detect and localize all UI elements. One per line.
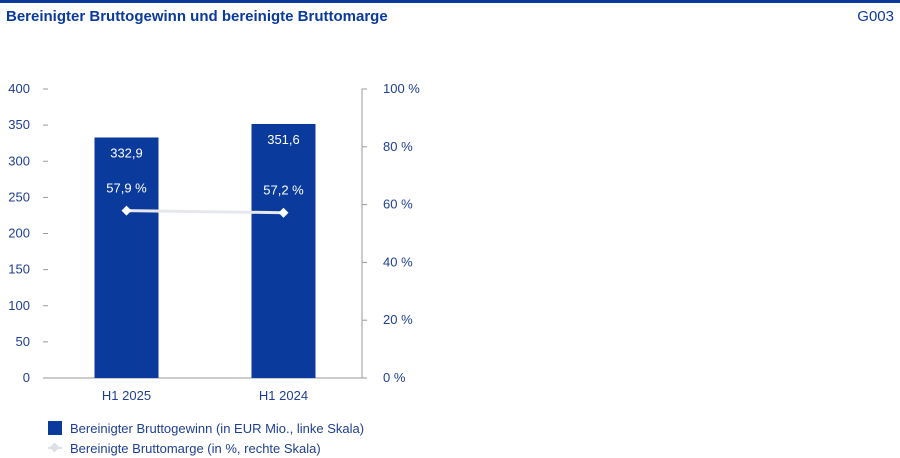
bar-value-label: 351,6 <box>267 132 300 147</box>
left-tick-label: 0 <box>23 370 30 385</box>
right-tick-label: 60 % <box>383 197 413 212</box>
right-tick-label: 80 % <box>383 139 413 154</box>
margin-value-label: 57,2 % <box>263 183 304 198</box>
chart-svg: 0 50 100 150 200 250 300 350 400 0 % 20 % 40 % 60 % 8… <box>8 81 420 403</box>
right-tick-label: 100 % <box>383 81 420 96</box>
left-tick-label: 400 <box>8 81 30 96</box>
legend-item-bar: Bereinigter Bruttogewinn (in EUR Mio., l… <box>48 418 364 438</box>
bar <box>94 137 159 378</box>
margin-point <box>278 207 289 218</box>
right-tick-label: 20 % <box>383 312 413 327</box>
legend-label-line: Bereinigte Bruttomarge (in %, rechte Ska… <box>70 440 321 456</box>
margin-line <box>126 209 284 215</box>
left-tick-label: 250 <box>8 189 30 204</box>
margin-value-label: 57,9 % <box>106 181 147 196</box>
category-label: H1 2025 <box>102 388 151 403</box>
left-tick-label: 300 <box>8 153 30 168</box>
left-tick-label: 350 <box>8 117 30 132</box>
chart-code: G003 <box>857 8 894 25</box>
right-tick-label: 0 % <box>383 370 406 385</box>
legend-item-line: Bereinigte Bruttomarge (in %, rechte Ska… <box>48 438 364 458</box>
chart-title: Bereinigter Bruttogewinn und bereinigte … <box>6 8 388 25</box>
category-label: H1 2024 <box>259 388 308 403</box>
margin-point <box>121 205 132 216</box>
legend: Bereinigter Bruttogewinn (in EUR Mio., l… <box>48 418 364 458</box>
left-tick-label: 100 <box>8 298 30 313</box>
right-tick-label: 40 % <box>383 254 413 269</box>
left-tick-label: 200 <box>8 226 30 241</box>
legend-swatch-line <box>48 441 62 455</box>
legend-swatch-bar <box>48 421 62 435</box>
legend-label-bar: Bereinigter Bruttogewinn (in EUR Mio., l… <box>70 420 365 436</box>
bar-value-label: 332,9 <box>110 145 143 160</box>
left-tick-label: 150 <box>8 262 30 277</box>
bar <box>251 123 316 379</box>
left-tick-label: 50 <box>16 334 30 349</box>
top-rule <box>0 0 900 3</box>
